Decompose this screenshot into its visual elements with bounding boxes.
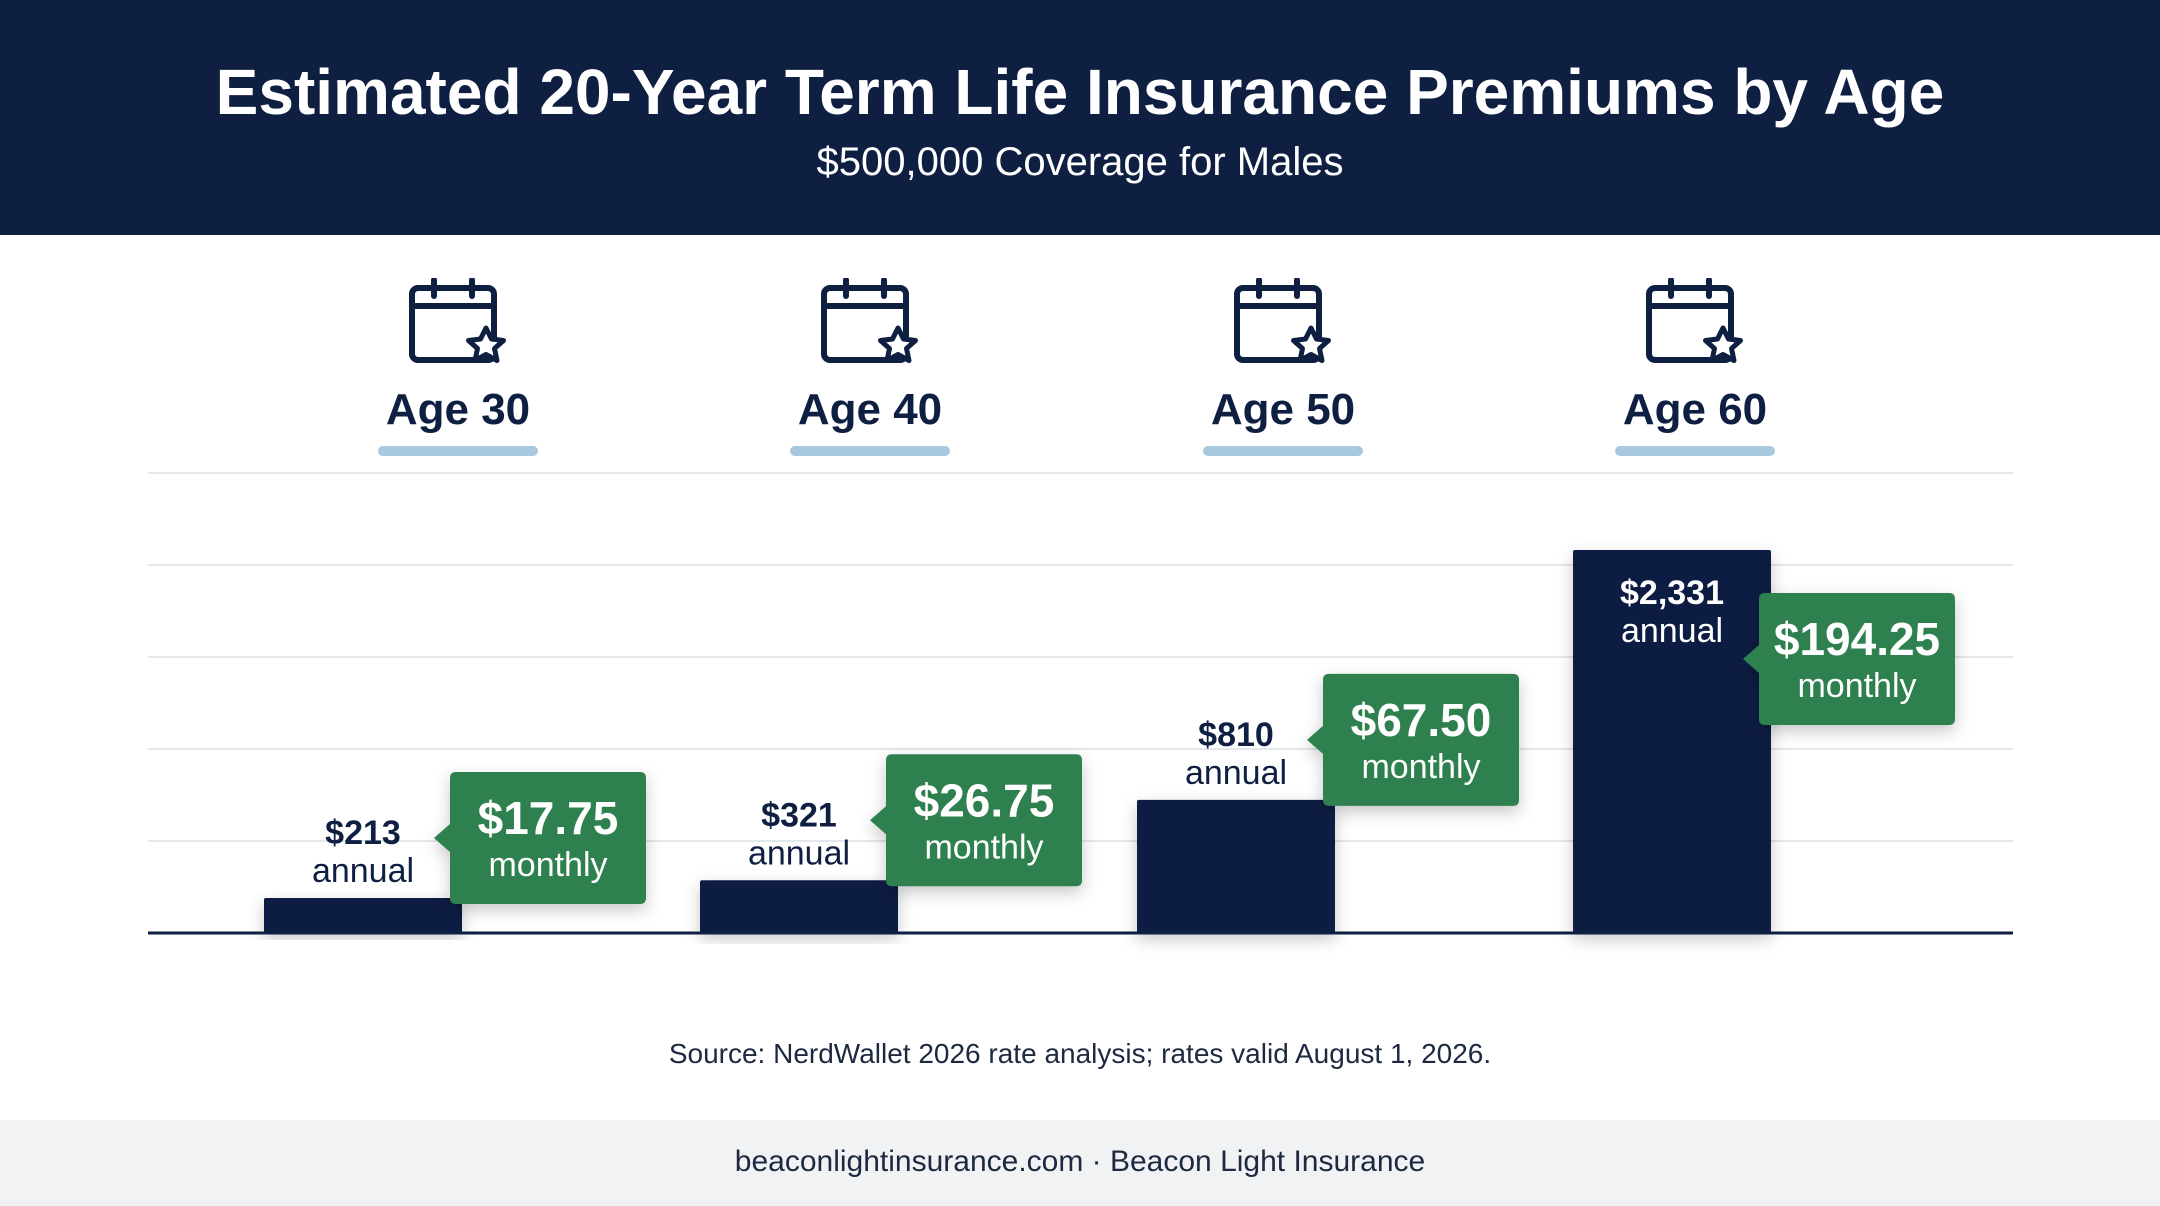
age-column-30: Age 30 — [308, 278, 608, 456]
monthly-amount-label: $17.75 — [478, 792, 619, 844]
callout-box — [1307, 673, 1519, 806]
calendar-star-icon — [1234, 278, 1331, 363]
annual-amount-label: $2,331 — [1620, 574, 1724, 612]
bar-age-30 — [264, 898, 462, 933]
chart-subtitle: $500,000 Coverage for Males — [816, 140, 1344, 184]
bar-age-40 — [700, 880, 898, 933]
chart-title: Estimated 20-Year Term Life Insurance Pr… — [215, 56, 1945, 128]
calendar-star-icon — [1646, 278, 1743, 363]
age-underline-60 — [1615, 446, 1775, 456]
callout-box — [870, 754, 1082, 887]
age-column-40: Age 40 — [720, 278, 1020, 456]
monthly-amount-label: $67.50 — [1351, 694, 1492, 746]
monthly-suffix-label: monthly — [1361, 748, 1480, 786]
bar-age-60 — [1573, 550, 1771, 933]
calendar-star-icon — [821, 278, 918, 363]
age-underline-40 — [790, 446, 950, 456]
annual-suffix-label: annual — [1185, 754, 1287, 792]
calendar-star-icon — [409, 278, 506, 363]
annual-suffix-label: annual — [1621, 612, 1723, 650]
age-underline-50 — [1203, 446, 1363, 456]
callout-box — [1743, 593, 1955, 726]
annual-suffix-label: annual — [312, 852, 414, 890]
footer-text: beaconlightinsurance.com · Beacon Light … — [734, 1145, 1426, 1178]
source-note: Source: NerdWallet 2026 rate analysis; r… — [668, 1038, 1492, 1069]
monthly-suffix-label: monthly — [1797, 667, 1916, 705]
age-label-40: Age 40 — [797, 385, 943, 434]
monthly-amount-label: $26.75 — [914, 774, 1055, 826]
callout-box — [434, 772, 646, 905]
age-column-50: Age 50 — [1133, 278, 1433, 456]
annual-amount-label: $321 — [761, 796, 837, 834]
age-label-30: Age 30 — [385, 385, 531, 434]
age-label-50: Age 50 — [1210, 385, 1356, 434]
annual-amount-label: $213 — [325, 814, 401, 852]
age-column-60: Age 60 — [1545, 278, 1845, 456]
monthly-suffix-label: monthly — [488, 846, 607, 884]
annual-suffix-label: annual — [748, 834, 850, 872]
footer: beaconlightinsurance.com · Beacon Light … — [0, 1120, 2160, 1206]
age-underline-30 — [378, 446, 538, 456]
header: Estimated 20-Year Term Life Insurance Pr… — [0, 0, 2160, 235]
monthly-suffix-label: monthly — [924, 828, 1043, 866]
annual-amount-label: $810 — [1198, 716, 1274, 754]
bar-age-50 — [1137, 799, 1335, 933]
monthly-amount-label: $194.25 — [1774, 613, 1940, 665]
bar-chart: $213annual$321annual$810annual$2,331annu… — [148, 472, 2013, 935]
age-label-60: Age 60 — [1622, 385, 1768, 434]
